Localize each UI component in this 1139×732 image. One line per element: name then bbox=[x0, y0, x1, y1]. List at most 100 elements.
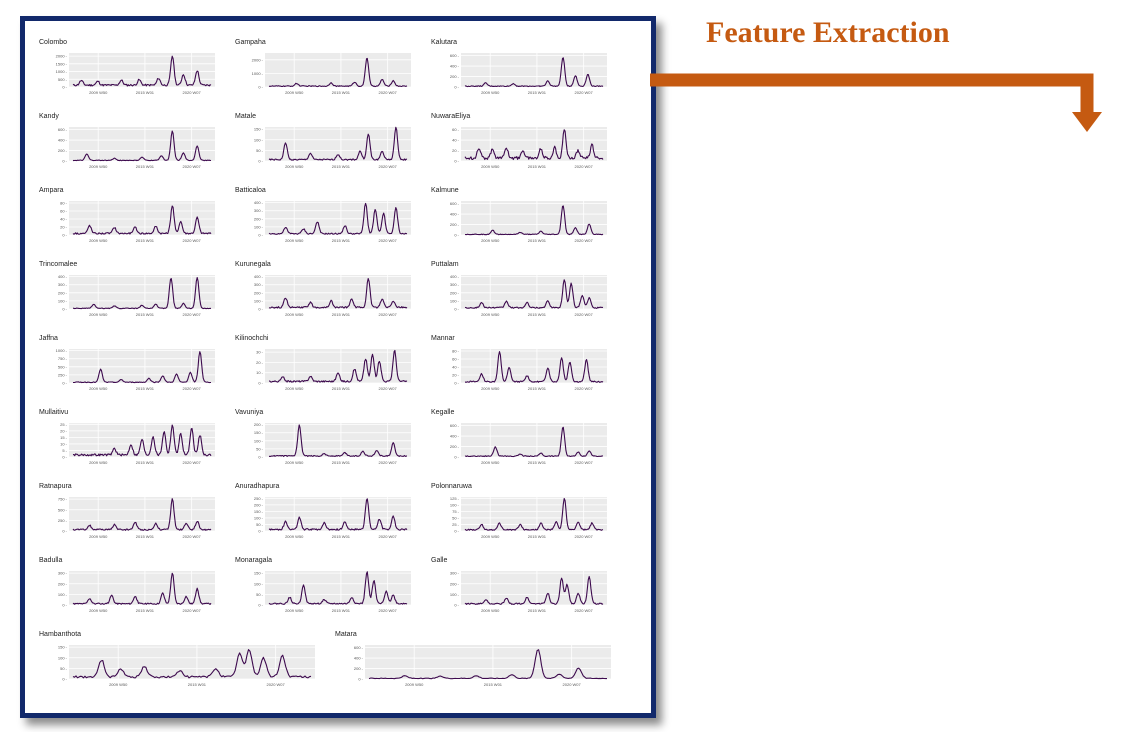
panel-plot: 0 - 100 - 200 - 300 - 400 - 2009 W50 2015 W01 2… bbox=[254, 200, 411, 243]
panel-plot: 0 - 100 - 200 - 300 - 400 - 2009 W50 2015 W01 2… bbox=[254, 274, 411, 317]
plot-background bbox=[461, 127, 607, 161]
y-tick-label: 75 - bbox=[452, 509, 460, 514]
x-tick-label: 2020 W07 bbox=[379, 460, 398, 465]
plot-background bbox=[461, 423, 607, 457]
chart-frame: Colombo 0 - 500 - 1000 - 1500 - 2000 - 2009 W5… bbox=[20, 16, 656, 718]
y-tick-label: 400 - bbox=[450, 64, 460, 69]
series-line bbox=[464, 57, 604, 88]
x-tick-label: 2009 W50 bbox=[89, 608, 108, 613]
y-tick-label: 150 - bbox=[254, 571, 264, 576]
y-tick-label: 100 - bbox=[254, 515, 264, 520]
x-tick-label: 2015 W01 bbox=[528, 386, 547, 391]
y-tick-label: 400 - bbox=[254, 200, 264, 205]
x-tick-label: 2009 W50 bbox=[285, 90, 304, 95]
x-tick-label: 2015 W01 bbox=[332, 90, 351, 95]
panel-title: Kalmune bbox=[431, 187, 459, 194]
y-tick-label: 0 - bbox=[454, 233, 459, 238]
y-tick-label: 300 - bbox=[254, 208, 264, 213]
x-tick-label: 2015 W01 bbox=[528, 90, 547, 95]
plot-background bbox=[265, 127, 411, 161]
panel-title: Kurunegala bbox=[235, 261, 271, 268]
x-tick-label: 2009 W50 bbox=[285, 238, 304, 243]
y-tick-label: 600 - bbox=[58, 127, 68, 132]
plot-background bbox=[265, 275, 411, 309]
y-tick-label: 100 - bbox=[254, 438, 264, 443]
y-tick-label: 60 - bbox=[452, 357, 460, 362]
panel-plot: 0 - 20 - 40 - 60 - 80 - 2009 W50 2015 W01 2020 … bbox=[60, 201, 215, 243]
panel-kalutara: Kalutara 0 - 200 - 400 - 600 - 2009 W50 2015 W… bbox=[427, 39, 613, 109]
series-line bbox=[268, 57, 408, 88]
y-tick-label: 50 - bbox=[452, 515, 460, 520]
y-tick-label: 0 - bbox=[258, 381, 263, 386]
feature-extraction-heading: Feature Extraction bbox=[706, 16, 950, 49]
y-tick-label: 300 - bbox=[450, 282, 460, 287]
x-tick-label: 2020 W07 bbox=[575, 386, 594, 391]
series-line bbox=[464, 351, 604, 383]
plot-background bbox=[461, 497, 607, 531]
y-tick-label: 0 - bbox=[258, 233, 263, 238]
y-tick-label: 500 - bbox=[58, 77, 68, 82]
x-tick-label: 2020 W07 bbox=[379, 608, 398, 613]
x-tick-label: 2020 W07 bbox=[183, 238, 202, 243]
x-tick-label: 2020 W07 bbox=[183, 90, 202, 95]
x-tick-label: 2009 W50 bbox=[481, 534, 500, 539]
panel-title: Monaragala bbox=[235, 557, 272, 564]
y-tick-label: 100 - bbox=[254, 298, 264, 303]
y-tick-label: 400 - bbox=[450, 274, 460, 279]
plot-background bbox=[265, 53, 411, 87]
panel-title: Gampaha bbox=[235, 39, 266, 46]
y-tick-label: 100 - bbox=[254, 224, 264, 229]
x-tick-label: 2020 W07 bbox=[183, 312, 202, 317]
x-tick-label: 2020 W07 bbox=[575, 90, 594, 95]
y-tick-label: 250 - bbox=[58, 372, 68, 377]
x-tick-label: 2009 W50 bbox=[285, 608, 304, 613]
y-tick-label: 20 - bbox=[256, 360, 264, 365]
y-tick-label: 400 - bbox=[450, 434, 460, 439]
y-tick-label: 150 - bbox=[254, 127, 264, 132]
y-tick-label: 300 - bbox=[58, 571, 68, 576]
plot-background bbox=[69, 275, 215, 309]
series-line bbox=[72, 649, 312, 679]
panel-plot: 0 - 20 - 40 - 60 - 80 - 2009 W50 2015 W01 2020 … bbox=[452, 349, 607, 391]
y-tick-label: 80 - bbox=[452, 349, 460, 354]
y-tick-label: 150 - bbox=[254, 430, 264, 435]
panel-ratnapura: Ratnapura 0 - 250 - 500 - 750 - 2009 W50 2015 … bbox=[35, 483, 221, 553]
x-tick-label: 2020 W07 bbox=[563, 682, 582, 687]
panel-plot: 0 - 100 - 200 - 300 - 2009 W50 2015 W01 2020 W… bbox=[58, 571, 215, 613]
panel-nuwaraeliya: NuwaraEliya 0 - 20 - 40 - 60 - 2009 W50 2015 W… bbox=[427, 113, 613, 183]
x-tick-label: 2015 W01 bbox=[332, 608, 351, 613]
panel-plot: 0 - 200 - 400 - 600 - 2009 W50 2015 W01 2020 W… bbox=[450, 423, 607, 465]
panel-plot: 0 - 50 - 100 -150 - 200 -250 - 2009 W50 2015 … bbox=[254, 496, 411, 539]
y-tick-label: 200 - bbox=[450, 290, 460, 295]
x-tick-label: 2009 W50 bbox=[481, 238, 500, 243]
panel-matale: Matale 0 - 50 - 100 - 150 - 2009 W50 2015 W01 2… bbox=[231, 113, 417, 183]
panel-title: Badulla bbox=[39, 557, 63, 564]
y-tick-label: 2000 - bbox=[252, 57, 264, 62]
elbow-arrow bbox=[650, 73, 1102, 132]
series-line bbox=[268, 277, 408, 309]
panel-plot: 0 - 50 - 100 - 150 - 2009 W50 2015 W01 2020 W0… bbox=[58, 645, 315, 687]
panel-title: Vavuniya bbox=[235, 409, 264, 416]
x-tick-label: 2015 W01 bbox=[136, 90, 155, 95]
panel-polonnaruwa: Polonnaruwa 0 - 25 - 50 -75 - 100 -125 - 2009… bbox=[427, 483, 613, 553]
panel-kandy: Kandy 0 - 200 - 400 - 600 - 2009 W50 2015 W01 2… bbox=[35, 113, 221, 183]
y-tick-label: 300 - bbox=[450, 571, 460, 576]
panel-plot: 0 - 50 - 100 - 150 - 2009 W50 2015 W01 2020 W0… bbox=[254, 571, 411, 613]
y-tick-label: 200 - bbox=[450, 222, 460, 227]
panel-title: Kandy bbox=[39, 113, 59, 120]
panel-gampaha: Gampaha 0 - 1000 - 2000 - 2009 W50 2015 W01 20… bbox=[231, 39, 417, 109]
panel-galle: Galle 0 - 100 - 200 - 300 - 2009 W50 2015 W01 2… bbox=[427, 557, 613, 627]
y-tick-label: 0 - bbox=[258, 85, 263, 90]
series-line bbox=[268, 424, 407, 458]
x-tick-label: 2015 W01 bbox=[528, 238, 547, 243]
y-tick-label: 200 - bbox=[254, 422, 264, 427]
y-tick-label: 600 - bbox=[354, 645, 364, 650]
x-tick-label: 2020 W07 bbox=[575, 164, 594, 169]
y-tick-label: 0 - bbox=[258, 529, 263, 534]
plot-background bbox=[265, 423, 411, 457]
y-tick-label: 200 - bbox=[254, 502, 264, 507]
plot-background bbox=[461, 201, 607, 235]
y-tick-label: 250 - bbox=[254, 496, 264, 501]
y-tick-label: 150 - bbox=[254, 509, 264, 514]
x-tick-label: 2020 W07 bbox=[183, 386, 202, 391]
